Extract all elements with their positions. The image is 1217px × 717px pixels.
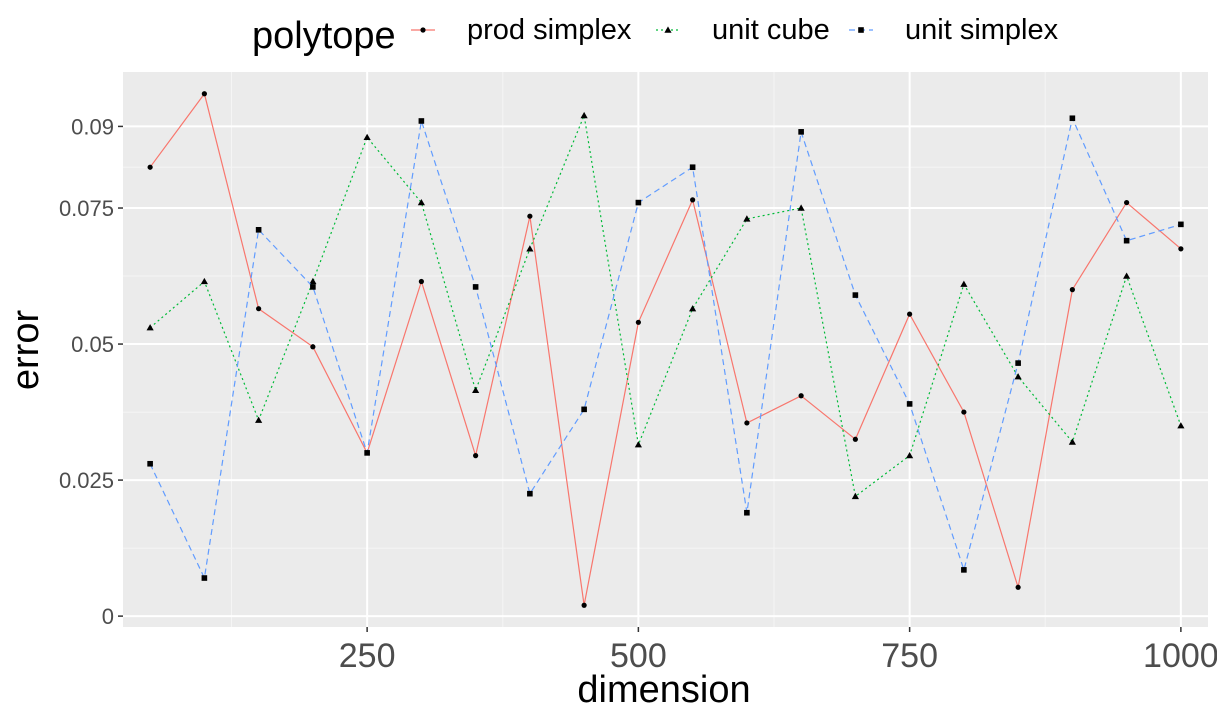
series-unit-simplex — [147, 115, 1184, 581]
series-prod-simplex — [147, 91, 1184, 608]
legend-label: unit simplex — [905, 14, 1059, 46]
data-point — [907, 311, 913, 317]
data-point — [852, 292, 859, 298]
data-point — [581, 602, 587, 608]
y-tick-label: 0.075 — [59, 196, 114, 221]
data-point — [1014, 373, 1022, 380]
data-point — [418, 278, 424, 285]
legend-item-unit-simplex: unit simplex — [849, 14, 1059, 46]
data-point — [147, 164, 153, 170]
x-tick-label: 500 — [610, 637, 667, 675]
data-point — [363, 133, 371, 140]
data-point — [798, 393, 804, 399]
data-point — [961, 409, 967, 415]
data-point — [147, 460, 153, 467]
data-point — [851, 492, 859, 500]
series-line-unit-simplex — [149, 116, 1182, 581]
data-point — [689, 164, 696, 171]
data-point — [418, 118, 425, 124]
data-point — [527, 490, 533, 497]
legend-item-unit-cube: unit cube — [656, 14, 830, 46]
data-point — [906, 452, 914, 459]
data-point — [635, 319, 641, 325]
data-point — [634, 441, 642, 448]
data-point — [744, 420, 750, 426]
data-point — [852, 436, 858, 442]
data-point — [310, 284, 316, 290]
data-point — [690, 197, 696, 203]
legend-label: unit cube — [712, 14, 830, 46]
series-line-prod-simplex — [149, 92, 1182, 606]
legend-key-marker — [858, 27, 864, 33]
data-point — [255, 416, 263, 423]
data-point — [472, 386, 480, 394]
legend-key-marker — [420, 27, 426, 33]
x-tick-label: 1000 — [1143, 637, 1217, 675]
legend-title: polytope — [252, 15, 396, 57]
data-point — [960, 280, 968, 287]
data-point — [201, 575, 208, 581]
data-point — [472, 284, 479, 290]
data-point — [473, 453, 479, 459]
data-point — [1123, 237, 1130, 244]
data-point — [1178, 246, 1184, 252]
y-tick-label: 0.025 — [59, 468, 114, 493]
y-axis-label: error — [5, 310, 47, 391]
series-layer — [146, 91, 1185, 608]
data-point — [200, 277, 208, 285]
data-point — [255, 226, 262, 233]
data-point — [1015, 584, 1021, 590]
legend-label: prod simplex — [467, 14, 632, 46]
y-tick-label: 0 — [102, 604, 114, 629]
data-point — [744, 509, 750, 516]
data-point — [310, 344, 316, 350]
data-point — [798, 129, 804, 135]
data-point — [1069, 115, 1076, 122]
data-point — [1177, 422, 1185, 429]
legend: polytope prod simplex unit cube unit simple… — [252, 14, 1059, 57]
y-tick-label: 0.09 — [71, 114, 114, 139]
x-axis-label: dimension — [577, 669, 750, 711]
x-tick-label: 750 — [881, 637, 938, 675]
data-point — [635, 199, 642, 206]
data-point — [417, 198, 425, 206]
data-point — [364, 450, 370, 456]
data-point — [906, 401, 913, 407]
data-point — [527, 213, 533, 219]
y-axis: 0 0.025 0.05 0.075 0.09 — [59, 114, 123, 629]
data-point — [580, 111, 588, 119]
data-point — [1069, 287, 1075, 293]
x-axis: 250 500 750 1000 — [339, 627, 1217, 675]
y-tick-label: 0.05 — [71, 332, 114, 357]
data-point — [689, 305, 697, 312]
series-unit-cube — [146, 111, 1185, 500]
data-point — [1123, 272, 1131, 279]
data-point — [1124, 199, 1130, 206]
data-point — [797, 204, 805, 211]
data-point — [146, 324, 154, 331]
x-tick-label: 250 — [339, 637, 396, 675]
data-point — [526, 245, 534, 252]
series-line-unit-cube — [149, 113, 1182, 498]
data-point — [201, 91, 207, 97]
data-point — [1015, 360, 1021, 366]
legend-key-marker — [664, 26, 672, 33]
data-point — [1178, 221, 1184, 228]
data-point — [581, 406, 587, 413]
legend-item-prod-simplex: prod simplex — [411, 14, 632, 46]
data-point — [309, 277, 317, 285]
data-point — [256, 306, 262, 312]
data-point — [961, 567, 967, 573]
grid — [123, 72, 1208, 627]
data-point — [1068, 438, 1076, 445]
data-point — [743, 215, 751, 222]
